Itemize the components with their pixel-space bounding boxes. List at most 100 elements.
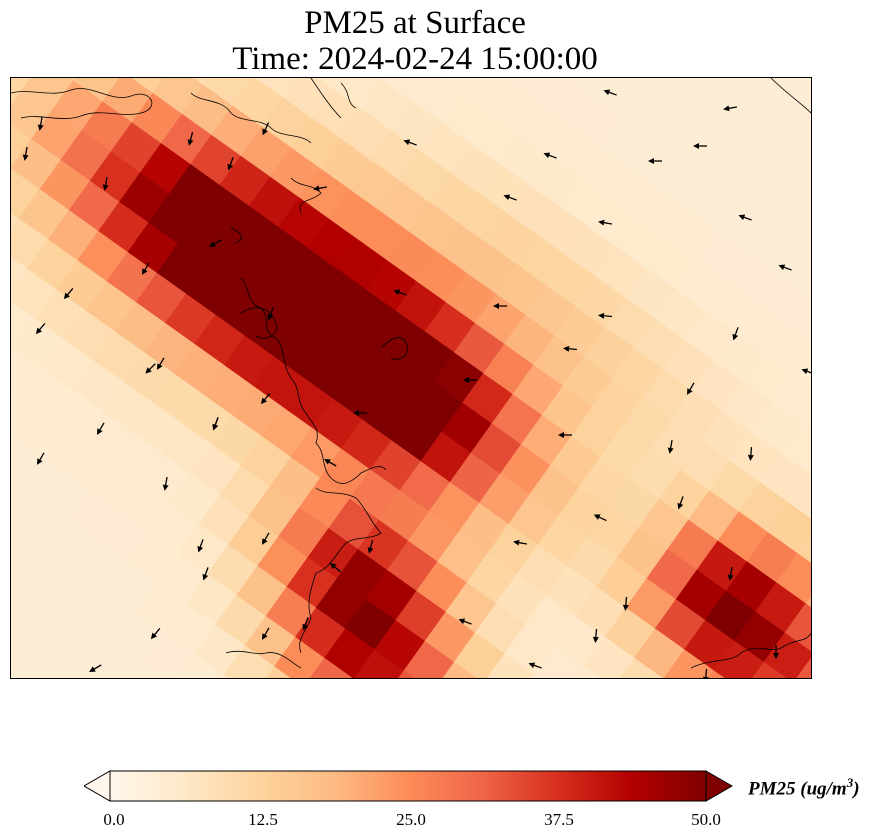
grid-cell — [431, 661, 486, 678]
wind-arrow — [458, 618, 472, 625]
wind-arrow — [313, 185, 328, 192]
wind-arrow — [37, 116, 44, 131]
wind-arrow — [528, 662, 542, 669]
colorbar — [82, 770, 744, 815]
wind-arrow — [592, 628, 599, 643]
wind-arrow — [142, 262, 150, 275]
wind-arrow — [37, 452, 45, 465]
wind-arrow — [157, 357, 165, 370]
wind-arrow — [262, 532, 270, 545]
grid-cell — [92, 641, 147, 678]
wind-arrow — [747, 446, 754, 461]
wind-arrow — [202, 567, 209, 581]
grid-cell — [402, 640, 456, 678]
coastline-segment — [230, 227, 242, 244]
wind-arrow — [558, 432, 572, 438]
grid-cell — [791, 653, 811, 678]
wind-arrow — [324, 459, 337, 467]
wind-arrow — [267, 307, 274, 321]
coastline-segment — [340, 82, 357, 109]
wind-arrow — [197, 539, 204, 553]
grid-cell — [172, 653, 226, 678]
coastline-segment — [310, 78, 342, 119]
wind-arrow — [463, 377, 477, 383]
colorbar-tick-label: 37.5 — [544, 810, 574, 829]
wind-arrow — [513, 539, 528, 546]
colorbar-tick-label: 12.5 — [248, 810, 278, 829]
wind-arrow — [693, 143, 707, 149]
coastline-segment — [290, 177, 322, 214]
wind-arrow — [598, 219, 613, 226]
grid-cell — [741, 661, 795, 678]
wind-arrow — [648, 158, 662, 164]
grid-cell — [122, 661, 176, 678]
coastline-segment — [330, 466, 387, 484]
wind-arrow — [727, 566, 734, 581]
pm25-field — [11, 78, 811, 678]
wind-arrow — [687, 382, 695, 395]
grid-cell — [42, 649, 96, 678]
wind-arrow — [738, 214, 752, 221]
coastline-segment — [11, 88, 153, 119]
wind-arrow — [667, 439, 674, 454]
wind-arrow — [262, 627, 270, 640]
wind-arrow — [622, 596, 629, 611]
coastline-segment — [190, 92, 312, 144]
coastline — [11, 78, 811, 669]
wind-arrow — [145, 363, 156, 374]
wind-arrow — [209, 239, 222, 247]
wind-arrow — [89, 664, 102, 672]
wind-arrow — [702, 668, 709, 678]
wind-arrow — [367, 540, 374, 554]
colorbar-label: PM25 (ug/m3) — [748, 775, 860, 800]
grid-cell — [712, 640, 766, 678]
colorbar-tick-label: 25.0 — [396, 810, 426, 829]
wind-arrow — [35, 322, 46, 335]
coastline-segment — [240, 307, 278, 339]
wind-arrow — [503, 194, 517, 201]
coastline-segment — [315, 487, 382, 574]
grid-cell — [482, 653, 536, 678]
grid-cell — [662, 649, 716, 678]
wind-arrow — [403, 139, 417, 146]
map-title: PM25 at Surface — [304, 5, 526, 41]
wind-arrow — [603, 89, 617, 96]
wind-arrow — [393, 289, 407, 296]
wind-arrow — [260, 392, 271, 405]
wind-arrow — [732, 327, 739, 341]
coastline-segment — [299, 572, 317, 654]
wind-arrow — [97, 422, 105, 435]
wind-arrow — [302, 617, 309, 631]
wind-arrow — [63, 287, 74, 300]
wind-arrow — [723, 105, 738, 112]
grid-cell — [532, 645, 586, 678]
colorbar-max-extension — [705, 770, 734, 802]
grid-cell — [222, 645, 276, 678]
wind-arrow — [563, 345, 578, 352]
coastline-segment — [690, 632, 811, 669]
coastline-segment — [225, 650, 302, 669]
colorbar-min-extension — [82, 770, 111, 802]
colorbar-ramp — [109, 770, 707, 802]
wind-arrow — [102, 176, 109, 191]
wind-arrow — [677, 496, 684, 510]
map-canvas[interactable] — [11, 78, 811, 678]
wind-arrow — [187, 132, 194, 146]
wind-arrow — [329, 562, 342, 573]
grid-cell — [11, 657, 46, 678]
wind-arrow — [598, 312, 613, 319]
wind-arrow — [493, 303, 507, 309]
map-panel[interactable] — [10, 77, 812, 679]
wind-arrow — [593, 514, 607, 522]
wind-arrow — [212, 417, 219, 431]
grid-cell — [611, 657, 666, 678]
coastline-segment — [380, 337, 408, 360]
grid-cell — [352, 649, 406, 678]
grid-cell — [302, 657, 356, 678]
wind-arrow — [773, 645, 779, 659]
colorbar-tick-label: 50.0 — [691, 810, 721, 829]
wind-arrow — [227, 157, 234, 171]
wind-arrow — [162, 476, 169, 491]
wind-arrow — [778, 264, 792, 271]
wind-arrow — [543, 152, 557, 159]
